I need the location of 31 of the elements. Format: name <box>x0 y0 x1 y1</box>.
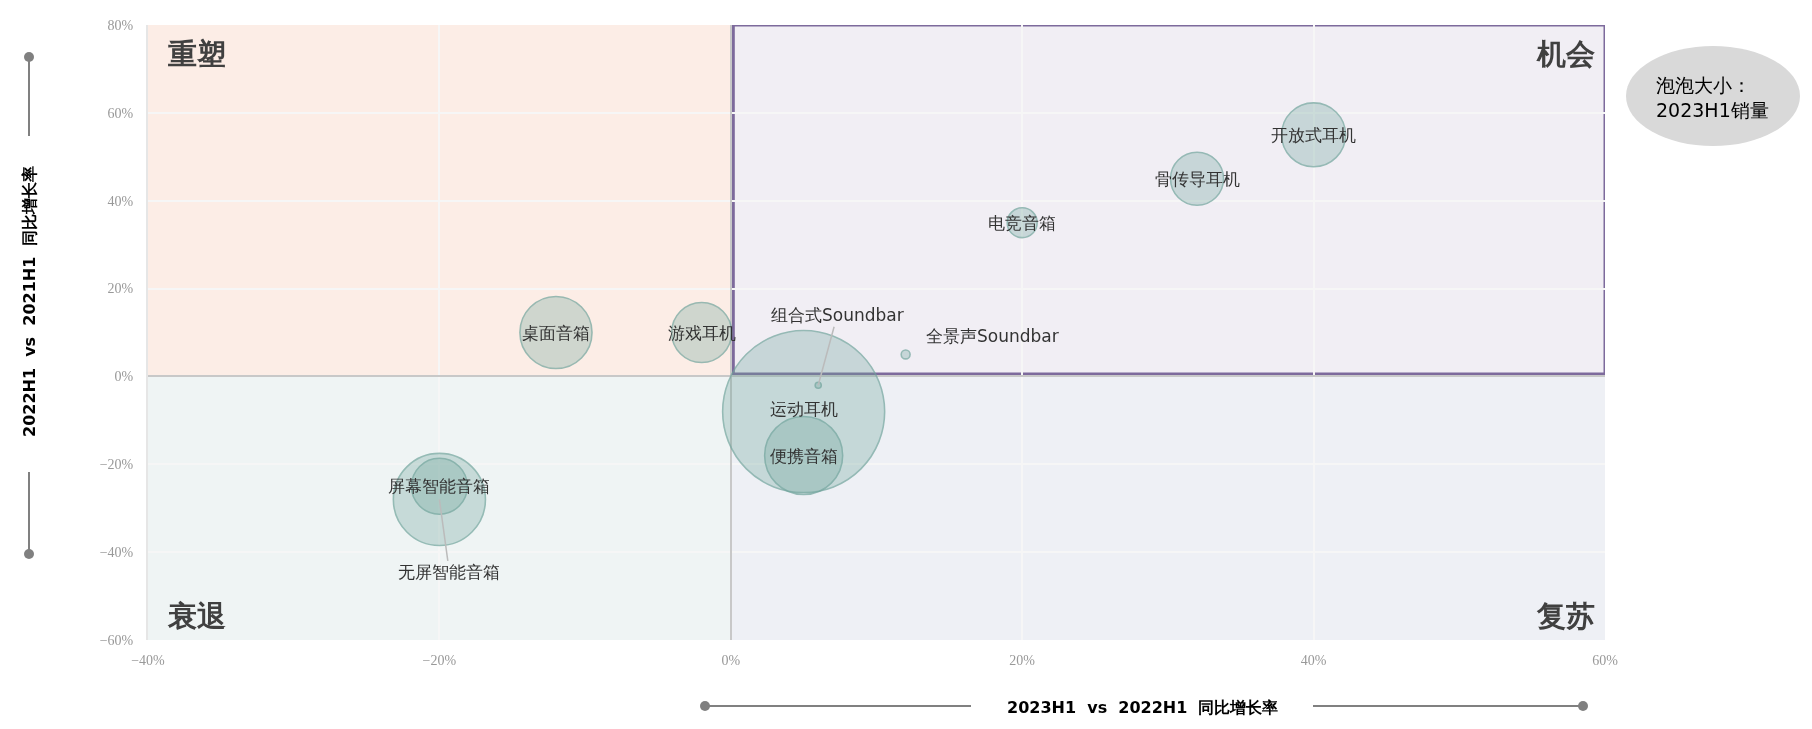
y-axis-title: 2022H1 vs 2021H1 同比增长率 <box>20 165 39 437</box>
annotation: 桌面音箱 <box>522 323 590 343</box>
annotation: 电竞音箱 <box>988 213 1056 233</box>
x-axis-title: 2023H1 vs 2022H1 同比增长率 <box>1007 698 1279 717</box>
annotation: 无屏智能音箱 <box>398 562 500 582</box>
x-tick-label: 0% <box>721 653 741 668</box>
x-tick-label: 60% <box>1592 653 1619 668</box>
x-tick-label: 40% <box>1300 653 1327 668</box>
annotation: 骨传导耳机 <box>1155 169 1240 189</box>
y-tick-label: −20% <box>99 457 134 473</box>
y-tick-label: 60% <box>107 105 134 121</box>
text: 泡泡大小： 2023H1销量 <box>1656 74 1769 121</box>
x-tick-label: −40% <box>131 653 166 668</box>
y-tick-label: −60% <box>99 632 134 648</box>
annotation: 衰退 <box>167 599 226 633</box>
annotation: 复苏 <box>1536 599 1595 633</box>
annotation: 重塑 <box>167 37 226 71</box>
annotation: 开放式耳机 <box>1271 125 1356 145</box>
annotation: 组合式Soundbar <box>771 305 904 325</box>
annotation: 全景声Soundbar <box>926 326 1059 346</box>
y-tick-label: 80% <box>107 17 134 33</box>
annotation: 屏幕智能音箱 <box>388 476 490 496</box>
y-tick-label: −40% <box>99 545 134 561</box>
x-tick-label: −20% <box>422 653 457 668</box>
x-tick-label: 20% <box>1009 653 1036 668</box>
y-tick-label: 20% <box>107 281 134 297</box>
annotation: 运动耳机 <box>770 399 838 419</box>
y-tick-label: 40% <box>107 193 134 209</box>
annotation: 机会 <box>1536 37 1595 71</box>
y-tick-label: 0% <box>114 369 134 385</box>
annotation: 便携音箱 <box>770 446 838 466</box>
